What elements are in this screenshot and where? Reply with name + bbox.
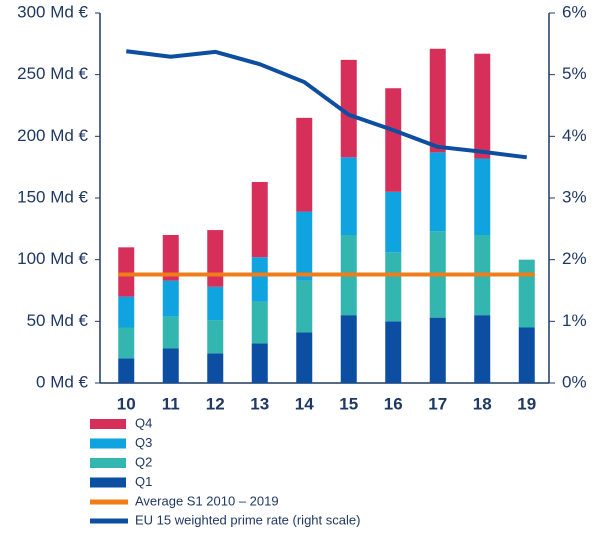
x-tick-label: 16 xyxy=(384,394,403,413)
bar-segment xyxy=(162,235,179,281)
y-tick-label: 50 Md € xyxy=(27,311,89,330)
legend-swatch xyxy=(90,438,126,449)
bar-segment xyxy=(340,315,357,383)
x-tick-label: 19 xyxy=(517,394,536,413)
y-tick-label: 0 Md € xyxy=(36,372,89,391)
x-tick-label: 13 xyxy=(250,394,269,413)
bar-segment xyxy=(162,280,179,317)
bar-segment xyxy=(207,320,224,354)
legend-swatch xyxy=(90,477,126,488)
bar-segment xyxy=(385,191,402,253)
y2-tick-label: 5% xyxy=(562,64,587,83)
x-tick-label: 15 xyxy=(339,394,358,413)
bar-segment xyxy=(429,317,446,383)
x-tick-label: 18 xyxy=(473,394,492,413)
bar-segment xyxy=(162,316,179,349)
bar-segment xyxy=(118,296,135,328)
x-tick-label: 14 xyxy=(295,394,314,413)
bar-segment xyxy=(251,257,268,302)
rate-line xyxy=(126,49,527,160)
bar-segment xyxy=(296,280,313,333)
bar-segment xyxy=(118,247,135,297)
bar-segment xyxy=(296,117,313,212)
bar-segment xyxy=(385,321,402,383)
bar-segment xyxy=(518,259,535,328)
bar-segment xyxy=(207,353,224,383)
legend-label: EU 15 weighted prime rate (right scale) xyxy=(135,512,360,527)
y-tick-label: 100 Md € xyxy=(17,249,88,268)
legend-swatch xyxy=(90,419,126,429)
y-tick-label: 150 Md € xyxy=(17,187,88,206)
legend-label: Average S1 2010 – 2019 xyxy=(135,493,279,508)
bar-segment xyxy=(340,59,357,158)
bar-segment xyxy=(385,252,402,322)
bar-segment xyxy=(474,315,491,383)
bar-segment xyxy=(474,158,491,235)
legend-label: Q4 xyxy=(135,415,152,430)
y2-tick-label: 4% xyxy=(562,126,587,145)
bar-segment xyxy=(429,152,446,232)
y-tick-label: 250 Md € xyxy=(17,64,88,83)
bar-segment xyxy=(385,88,402,192)
bar-segment xyxy=(251,181,268,258)
bar-segment xyxy=(296,332,313,383)
bar-segment xyxy=(340,157,357,235)
legend-label: Q1 xyxy=(135,474,152,489)
x-tick-label: 17 xyxy=(428,394,447,413)
legend-label: Q2 xyxy=(135,454,152,469)
bar-segment xyxy=(296,211,313,281)
bar-segment xyxy=(118,358,135,383)
legend-label: Q3 xyxy=(135,435,152,450)
x-tick-label: 11 xyxy=(162,394,180,413)
bar-segment xyxy=(207,230,224,287)
y-tick-label: 300 Md € xyxy=(17,2,88,21)
bar-segment xyxy=(162,348,179,383)
bar-segment xyxy=(251,301,268,344)
y2-tick-label: 1% xyxy=(562,311,587,330)
bar-segment xyxy=(251,343,268,383)
y2-tick-label: 0% xyxy=(562,372,587,391)
bar-segment xyxy=(474,53,491,159)
bar-segment xyxy=(118,327,135,359)
y2-tick-label: 3% xyxy=(562,187,587,206)
x-tick-label: 10 xyxy=(117,394,136,413)
y-tick-label: 200 Md € xyxy=(17,126,88,145)
y2-tick-label: 6% xyxy=(562,2,587,21)
legend-swatch xyxy=(90,458,126,468)
bar-segment xyxy=(207,286,224,321)
bar-segment xyxy=(429,48,446,153)
x-tick-label: 12 xyxy=(206,394,225,413)
y2-tick-label: 2% xyxy=(562,249,587,268)
bar-segment xyxy=(518,327,535,383)
